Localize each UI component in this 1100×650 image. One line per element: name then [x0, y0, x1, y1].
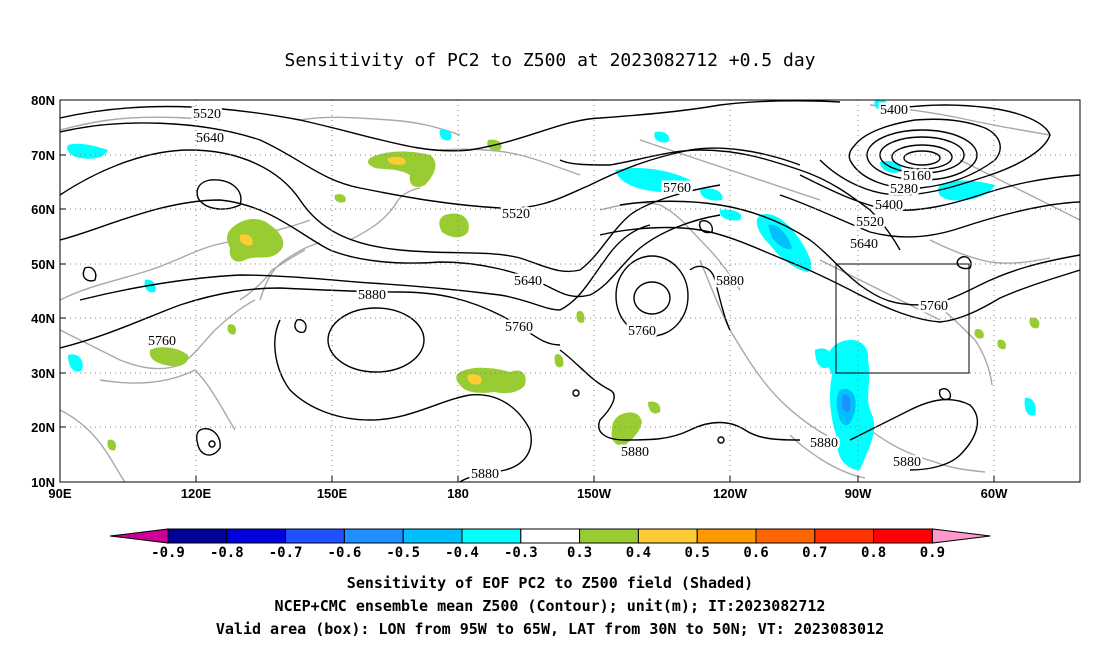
colorbar-label: 0.7	[802, 545, 827, 561]
contour-label: 5400	[880, 103, 908, 118]
contour-label: 5400	[875, 198, 903, 213]
map-title: Sensitivity of PC2 to Z500 at 2023082712…	[284, 50, 816, 71]
lon-label: 150W	[577, 486, 612, 501]
colorbar-label: -0.9	[151, 545, 185, 561]
coastlines	[60, 104, 1080, 482]
contour-label: 5760	[663, 181, 691, 196]
colorbar-cell	[167, 528, 228, 544]
lon-label: 60W	[981, 486, 1008, 501]
colorbar-cell	[343, 528, 404, 544]
graticule	[60, 100, 1080, 482]
contour-label: 5880	[358, 288, 386, 303]
colorbar-high-triangle	[931, 528, 991, 544]
lon-label: 180	[447, 486, 469, 501]
colorbar: -0.9 -0.8 -0.7 -0.6 -0.5 -0.4 -0.3 0.3 0.4 0.5 0.6…	[109, 528, 991, 561]
contour-label: 5520	[856, 215, 884, 230]
map-frame	[59, 99, 1081, 483]
lat-label: 70N	[31, 148, 55, 163]
colorbar-label: 0.3	[567, 545, 592, 561]
latitude-labels: 80N 70N 60N 50N 40N 30N 20N 10N	[31, 93, 55, 490]
contour-label: 5280	[890, 182, 918, 197]
lat-label: 30N	[31, 366, 55, 381]
contour-label: 5520	[193, 107, 221, 122]
colorbar-cell	[873, 528, 933, 544]
contour-label: 5880	[810, 436, 838, 451]
contour-labels: 5520 5640 5760 5520 5640 5760 5880 5760 …	[146, 101, 951, 483]
lat-label: 50N	[31, 257, 55, 272]
caption-line-1: Sensitivity of EOF PC2 to Z500 field (Sh…	[346, 574, 754, 592]
colorbar-label: 0.6	[743, 545, 768, 561]
z500-contours	[60, 100, 1080, 482]
colorbar-label: -0.8	[210, 545, 244, 561]
contour-label: 5760	[505, 320, 533, 335]
caption-line-2: NCEP+CMC ensemble mean Z500 (Contour); u…	[274, 597, 826, 615]
colorbar-label: -0.7	[269, 545, 303, 561]
contour-label: 5640	[850, 237, 878, 252]
colorbar-cell	[696, 528, 757, 544]
lon-label: 90E	[48, 486, 71, 501]
colorbar-cell	[226, 528, 287, 544]
contour-label: 5640	[514, 274, 542, 289]
contour-label: 5880	[893, 455, 921, 470]
contour-label: 5640	[196, 131, 224, 146]
lat-label: 40N	[31, 311, 55, 326]
colorbar-cell	[637, 528, 698, 544]
valid-area-box	[835, 263, 970, 374]
lat-label: 20N	[31, 420, 55, 435]
contour-label: 5880	[471, 467, 499, 482]
caption-line-3: Valid area (box): LON from 95W to 65W, L…	[215, 620, 885, 638]
colorbar-label: 0.4	[626, 545, 651, 561]
lat-label: 60N	[31, 202, 55, 217]
contour-label: 5160	[903, 169, 931, 184]
colorbar-cell	[402, 528, 463, 544]
colorbar-label: -0.5	[386, 545, 420, 561]
colorbar-cell	[814, 528, 875, 544]
contour-label: 5760	[920, 299, 948, 314]
lat-label: 80N	[31, 93, 55, 108]
longitude-labels: 90E 120E 150E 180 150W 120W 90W 60W	[48, 486, 1008, 501]
colorbar-cell	[579, 528, 639, 544]
colorbar-label: 0.8	[861, 545, 886, 561]
contour-label: 5760	[148, 334, 176, 349]
colorbar-label: -0.6	[328, 545, 362, 561]
contour-label: 5520	[502, 207, 530, 222]
colorbar-label: 0.5	[685, 545, 710, 561]
lat-label: 10N	[31, 475, 55, 490]
colorbar-label: 0.9	[920, 545, 945, 561]
lon-label: 150E	[317, 486, 348, 501]
contour-label: 5760	[628, 324, 656, 339]
colorbar-cell	[755, 528, 816, 544]
contour-label: 5880	[716, 274, 744, 289]
colorbar-label: -0.3	[504, 545, 538, 561]
colorbar-cell	[461, 528, 522, 544]
colorbar-low-triangle	[109, 528, 169, 544]
colorbar-cell	[520, 528, 581, 544]
lon-label: 90W	[845, 486, 872, 501]
colorbar-label: -0.4	[445, 545, 479, 561]
lon-label: 120W	[713, 486, 748, 501]
contour-label: 5880	[621, 445, 649, 460]
lon-label: 120E	[181, 486, 212, 501]
colorbar-cell	[285, 528, 345, 544]
axis-ticks	[59, 99, 995, 483]
